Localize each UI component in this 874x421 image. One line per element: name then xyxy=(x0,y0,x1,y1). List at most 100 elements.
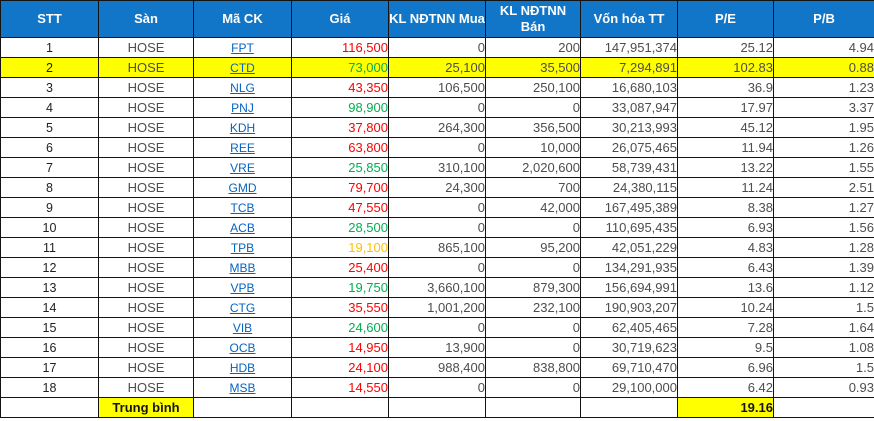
cell-ticker: TCB xyxy=(193,197,292,218)
cell-foreign-buy: 13,900 xyxy=(388,337,486,358)
stock-link-VRE[interactable]: VRE xyxy=(230,161,255,175)
table-row: 13 HOSE VPB 19,750 3,660,100 879,300 156,694,9… xyxy=(0,277,874,298)
cell-pb: 1.95 xyxy=(773,117,874,138)
cell-exchange: HOSE xyxy=(98,357,194,378)
cell-price: 37,800 xyxy=(291,117,389,138)
stock-link-MBB[interactable]: MBB xyxy=(229,261,256,275)
cell-ticker: KDH xyxy=(193,117,292,138)
cell-foreign-buy: 0 xyxy=(388,37,486,58)
cell-pb: 1.23 xyxy=(773,77,874,98)
summary-empty-sell xyxy=(485,397,581,418)
stock-link-GMD[interactable]: GMD xyxy=(228,181,257,195)
cell-pe: 8.38 xyxy=(677,197,774,218)
stock-link-NLG[interactable]: NLG xyxy=(230,81,255,95)
stock-link-PNJ[interactable]: PNJ xyxy=(231,101,254,115)
summary-empty-pb xyxy=(773,397,874,418)
cell-ticker: NLG xyxy=(193,77,292,98)
cell-pe: 11.24 xyxy=(677,177,774,198)
cell-foreign-sell: 95,200 xyxy=(485,237,581,258)
cell-stt: 4 xyxy=(0,97,99,118)
cell-stt: 8 xyxy=(0,177,99,198)
table-row: 14 HOSE CTG 35,550 1,001,200 232,100 190,903,2… xyxy=(0,297,874,318)
cell-ticker: MSB xyxy=(193,377,292,398)
cell-foreign-buy: 310,100 xyxy=(388,157,486,178)
stock-link-TCB[interactable]: TCB xyxy=(230,201,255,215)
stock-link-KDH[interactable]: KDH xyxy=(229,121,256,135)
cell-stt: 13 xyxy=(0,277,99,298)
column-header-foreign-sell: KL NĐTNN Bán xyxy=(485,0,581,38)
cell-foreign-buy: 0 xyxy=(388,137,486,158)
cell-ticker: REE xyxy=(193,137,292,158)
cell-foreign-sell: 35,500 xyxy=(485,57,581,78)
cell-ticker: OCB xyxy=(193,337,292,358)
cell-exchange: HOSE xyxy=(98,277,194,298)
cell-foreign-sell: 0 xyxy=(485,377,581,398)
cell-ticker: ACB xyxy=(193,217,292,238)
header-row: STT Sàn Mã CK Giá KL NĐTNN Mua KL NĐTNN … xyxy=(0,0,874,38)
stock-link-TPB[interactable]: TPB xyxy=(230,241,255,255)
cell-pb: 1.5 xyxy=(773,297,874,318)
cell-price: 28,500 xyxy=(291,217,389,238)
table-row: 9 HOSE TCB 47,550 0 42,000 167,495,389 8.38 1.27 xyxy=(0,197,874,218)
cell-pe: 13.22 xyxy=(677,157,774,178)
cell-market-cap: 24,380,115 xyxy=(580,177,678,198)
cell-price: 43,350 xyxy=(291,77,389,98)
cell-pe: 13.6 xyxy=(677,277,774,298)
cell-price: 14,950 xyxy=(291,337,389,358)
cell-market-cap: 134,291,935 xyxy=(580,257,678,278)
cell-stt: 9 xyxy=(0,197,99,218)
cell-stt: 15 xyxy=(0,317,99,338)
summary-empty-cap xyxy=(580,397,678,418)
cell-foreign-sell: 700 xyxy=(485,177,581,198)
column-header-foreign-buy: KL NĐTNN Mua xyxy=(388,0,486,38)
cell-pe: 7.28 xyxy=(677,317,774,338)
stock-link-HDB[interactable]: HDB xyxy=(229,361,256,375)
cell-foreign-buy: 106,500 xyxy=(388,77,486,98)
cell-price: 79,700 xyxy=(291,177,389,198)
cell-ticker: TPB xyxy=(193,237,292,258)
table-row: 6 HOSE REE 63,800 0 10,000 26,075,465 11.94 1.26 xyxy=(0,137,874,158)
stock-link-VIB[interactable]: VIB xyxy=(232,321,253,335)
cell-exchange: HOSE xyxy=(98,97,194,118)
table-row: 16 HOSE OCB 14,950 13,900 0 30,719,623 9.5 1.08 xyxy=(0,337,874,358)
stock-link-CTG[interactable]: CTG xyxy=(229,301,256,315)
cell-stt: 7 xyxy=(0,157,99,178)
cell-foreign-buy: 865,100 xyxy=(388,237,486,258)
cell-foreign-buy: 264,300 xyxy=(388,117,486,138)
cell-market-cap: 69,710,470 xyxy=(580,357,678,378)
cell-exchange: HOSE xyxy=(98,57,194,78)
stock-link-ACB[interactable]: ACB xyxy=(230,221,255,235)
cell-price: 19,750 xyxy=(291,277,389,298)
cell-pe: 102.83 xyxy=(677,57,774,78)
cell-pe: 6.96 xyxy=(677,357,774,378)
stock-link-REE[interactable]: REE xyxy=(230,141,255,155)
stock-link-VPB[interactable]: VPB xyxy=(230,281,255,295)
stock-link-OCB[interactable]: OCB xyxy=(229,341,256,355)
stock-link-CTD[interactable]: CTD xyxy=(230,61,255,75)
cell-price: 47,550 xyxy=(291,197,389,218)
cell-foreign-sell: 0 xyxy=(485,217,581,238)
cell-price: 63,800 xyxy=(291,137,389,158)
table-row: 12 HOSE MBB 25,400 0 0 134,291,935 6.43 1.39 xyxy=(0,257,874,278)
cell-foreign-buy: 25,100 xyxy=(388,57,486,78)
cell-pb: 1.56 xyxy=(773,217,874,238)
cell-exchange: HOSE xyxy=(98,157,194,178)
cell-pb: 1.08 xyxy=(773,337,874,358)
cell-market-cap: 29,100,000 xyxy=(580,377,678,398)
cell-ticker: FPT xyxy=(193,37,292,58)
cell-stt: 11 xyxy=(0,237,99,258)
table-row: 3 HOSE NLG 43,350 106,500 250,100 16,680,103 36… xyxy=(0,77,874,98)
cell-ticker: MBB xyxy=(193,257,292,278)
cell-stt: 2 xyxy=(0,57,99,78)
stock-link-MSB[interactable]: MSB xyxy=(229,381,256,395)
summary-average-pe-cell: 19.16 xyxy=(677,397,774,418)
stock-link-FPT[interactable]: FPT xyxy=(231,41,254,55)
cell-price: 14,550 xyxy=(291,377,389,398)
cell-exchange: HOSE xyxy=(98,377,194,398)
cell-stt: 3 xyxy=(0,77,99,98)
table-row: 1 HOSE FPT 116,500 0 200 147,951,374 25.12 4.94 xyxy=(0,37,874,58)
cell-stt: 10 xyxy=(0,217,99,238)
cell-foreign-buy: 0 xyxy=(388,197,486,218)
summary-row: Trung bình 19.16 xyxy=(0,397,874,418)
